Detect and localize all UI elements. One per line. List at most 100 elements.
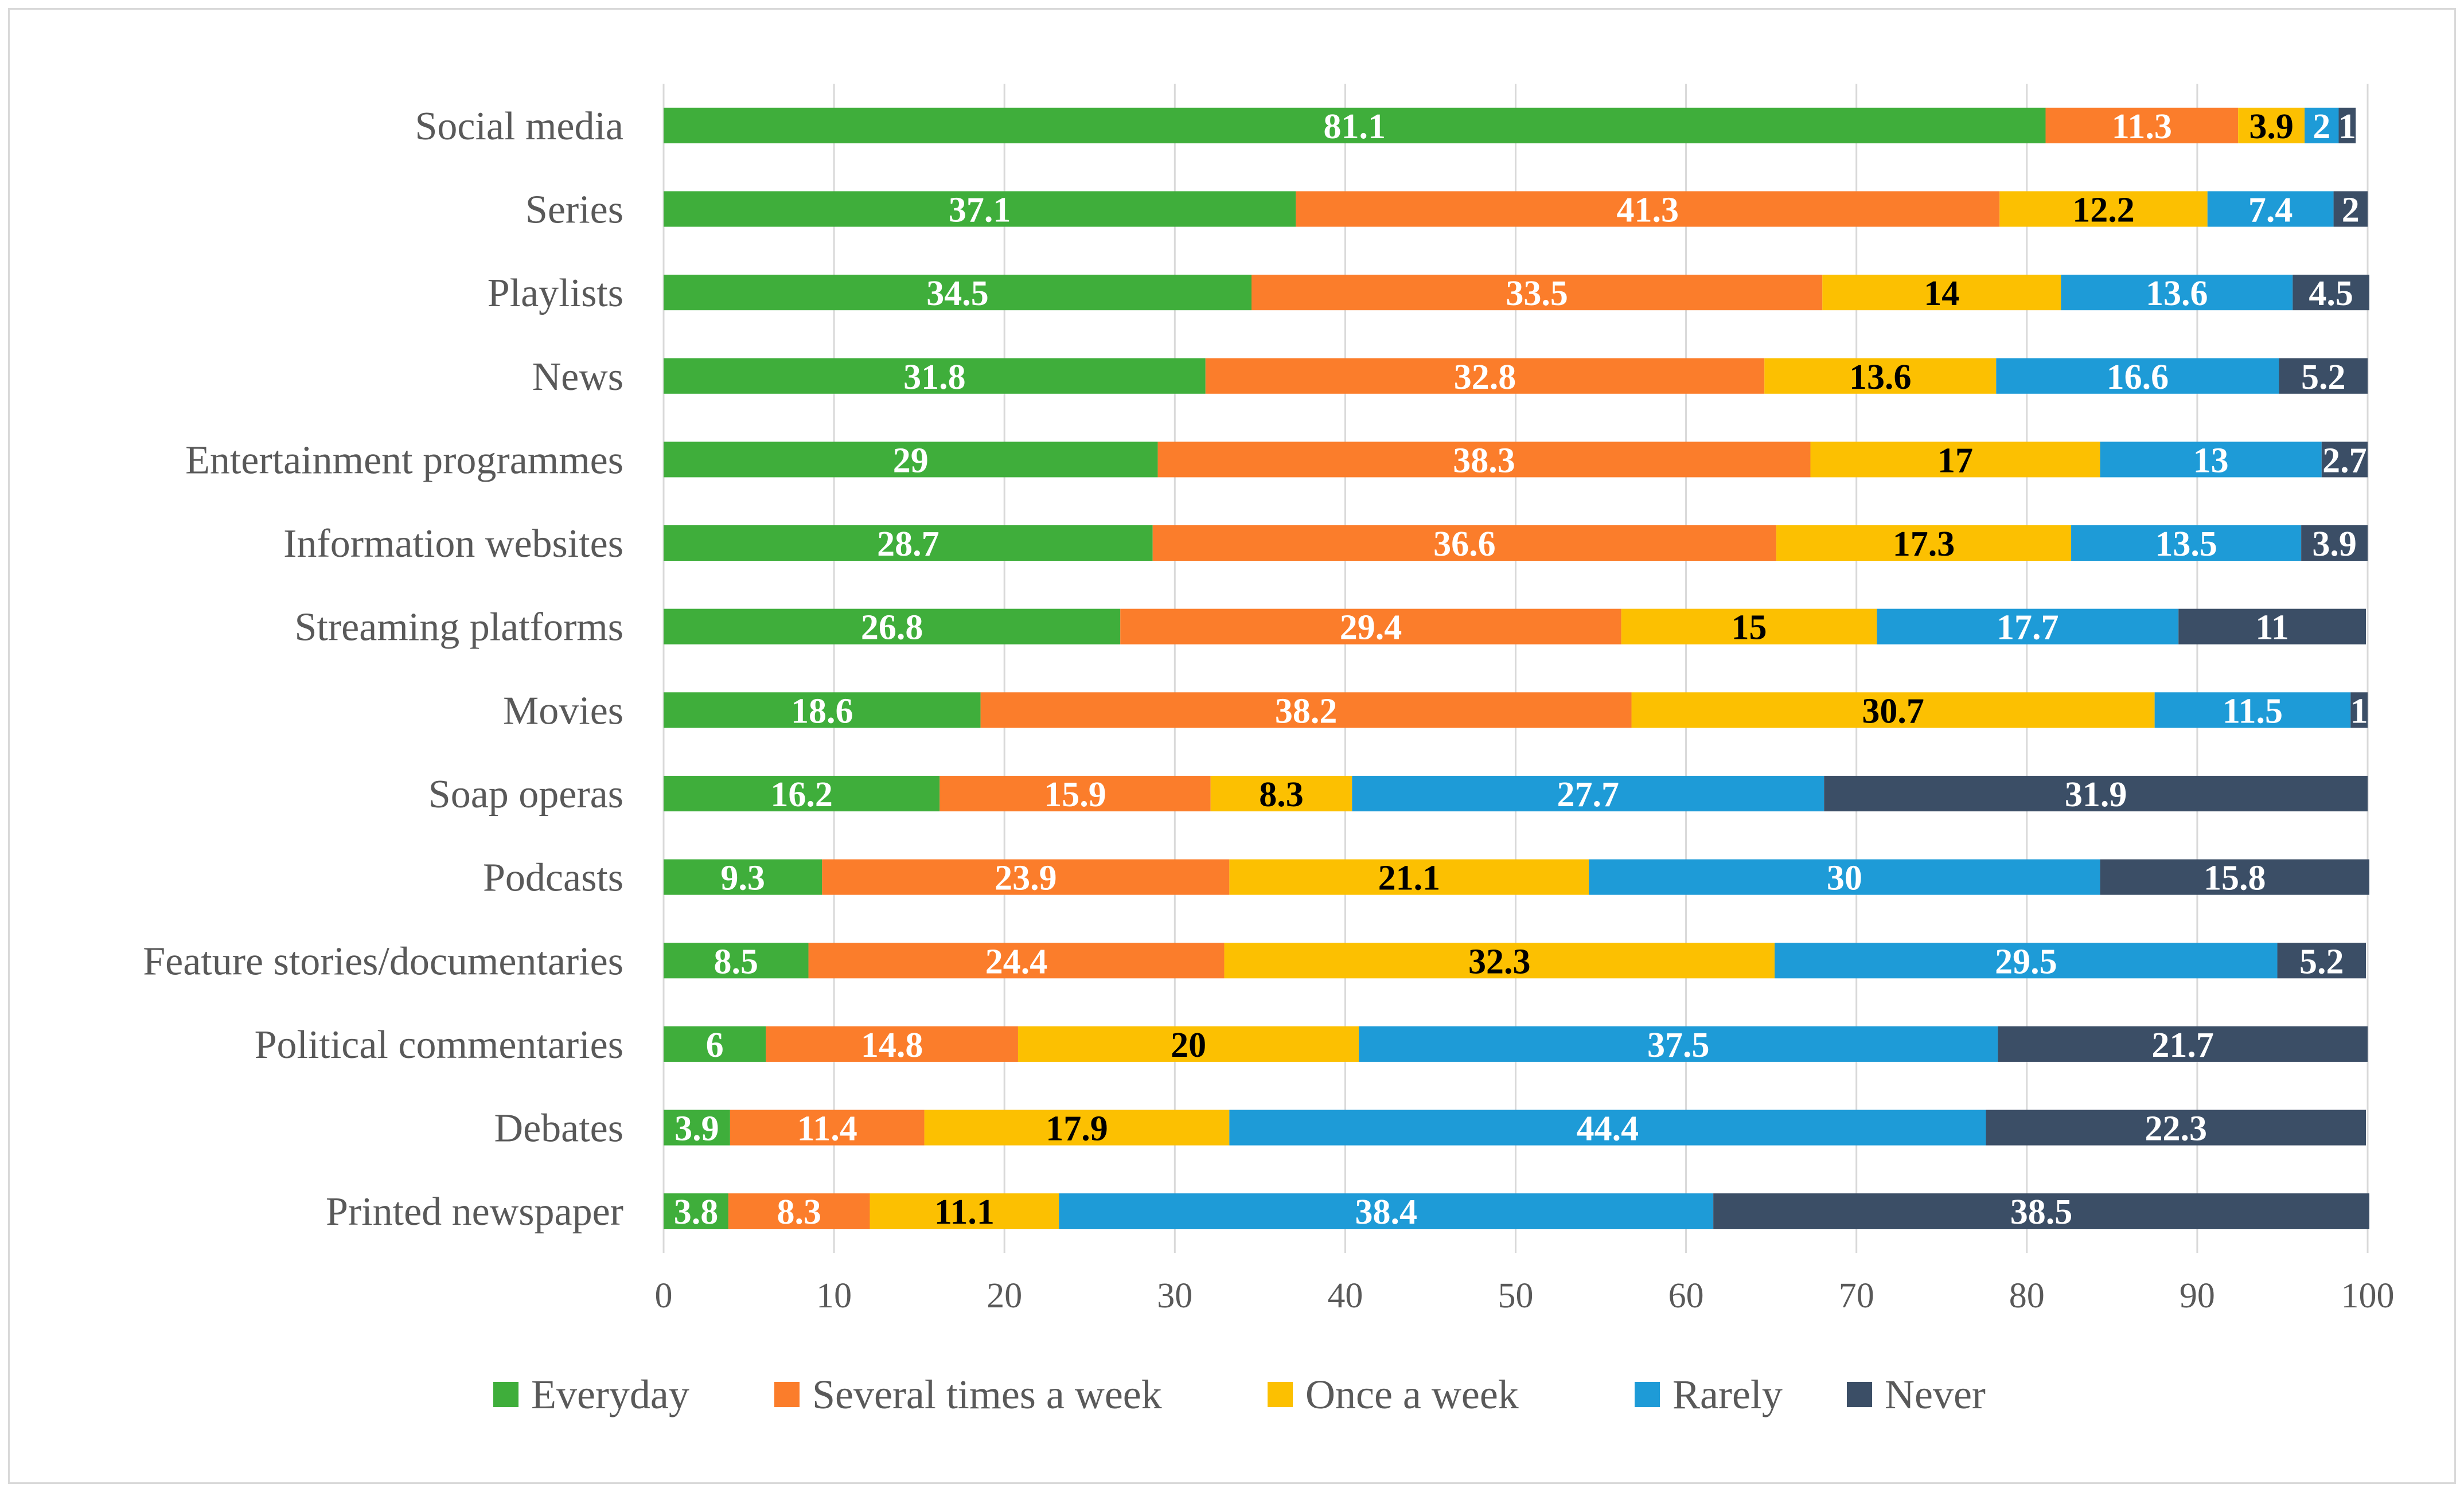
category-label-playlists: Playlists	[488, 271, 623, 315]
value-label-playlists-rarely: 13.6	[2146, 274, 2208, 313]
bar-feature-stories-documentaries-everyday	[664, 943, 809, 979]
x-tick-label-10: 10	[816, 1276, 852, 1315]
bar-streaming-platforms-once-a-week	[1621, 608, 1877, 645]
value-label-news-once-a-week: 13.6	[1849, 358, 1912, 397]
bar-series-several-times-a-week	[1296, 191, 2000, 227]
bar-news-never	[2279, 358, 2368, 394]
value-label-debates-rarely: 44.4	[1577, 1110, 1639, 1149]
value-label-printed-newspaper-never: 38.5	[2010, 1193, 2073, 1232]
category-label-series: Series	[525, 188, 623, 232]
value-label-entertainment-programmes-once-a-week: 17	[1937, 441, 1973, 480]
value-label-social-media-several-times-a-week: 11.3	[2112, 107, 2172, 146]
bar-soap-operas-several-times-a-week	[939, 775, 1211, 811]
value-label-movies-never: 1	[2350, 692, 2368, 731]
bar-soap-operas-once-a-week	[1210, 775, 1352, 811]
bar-series-never	[2333, 191, 2368, 227]
bar-news-several-times-a-week	[1205, 358, 1765, 394]
value-label-streaming-platforms-once-a-week: 15	[1732, 608, 1767, 647]
bar-printed-newspaper-everyday	[664, 1193, 728, 1229]
bar-news-everyday	[664, 358, 1206, 394]
bar-news-rarely	[1996, 358, 2279, 394]
value-label-streaming-platforms-never: 11	[2255, 608, 2289, 647]
legend-label-rarely: Rarely	[1672, 1372, 1783, 1417]
bar-social-media-never	[2338, 107, 2356, 143]
category-label-movies: Movies	[503, 689, 623, 733]
value-label-news-several-times-a-week: 32.8	[1454, 358, 1516, 397]
value-label-playlists-several-times-a-week: 33.5	[1506, 274, 1568, 313]
bar-series-once-a-week	[1999, 191, 2208, 227]
legend-swatch-rarely	[1635, 1382, 1660, 1407]
value-label-news-never: 5.2	[2301, 358, 2346, 397]
category-labels-group: Social media Series Playlists News Entertain…	[143, 104, 623, 1234]
bar-entertainment-programmes-several-times-a-week	[1157, 442, 1811, 478]
bar-playlists-once-a-week	[1822, 275, 2061, 311]
value-label-playlists-never: 4.5	[2309, 274, 2353, 313]
value-label-social-media-everyday: 81.1	[1323, 107, 1386, 146]
value-label-printed-newspaper-several-times-a-week: 8.3	[777, 1193, 821, 1232]
value-label-podcasts-several-times-a-week: 23.9	[995, 859, 1057, 898]
value-label-series-rarely: 7.4	[2248, 190, 2293, 229]
value-label-soap-operas-everyday: 16.2	[770, 775, 833, 814]
chart-frame	[8, 8, 2456, 1484]
bar-information-websites-once-a-week	[1776, 525, 2072, 561]
legend: Everyday Several times a week Once a week R…	[493, 1372, 1986, 1417]
bar-printed-newspaper-several-times-a-week	[728, 1193, 870, 1229]
bar-entertainment-programmes-never	[2321, 442, 2368, 478]
value-label-streaming-platforms-several-times-a-week: 29.4	[1340, 608, 1402, 647]
bar-streaming-platforms-everyday	[664, 608, 1121, 645]
value-label-podcasts-everyday: 9.3	[720, 859, 765, 898]
value-label-feature-stories-documentaries-once-a-week: 32.3	[1468, 942, 1531, 981]
bar-information-websites-never	[2301, 525, 2368, 561]
bar-entertainment-programmes-rarely	[2100, 442, 2322, 478]
value-label-feature-stories-documentaries-several-times-a-week: 24.4	[985, 942, 1048, 981]
bar-movies-everyday	[664, 692, 981, 728]
value-label-movies-everyday: 18.6	[791, 692, 853, 731]
bar-movies-once-a-week	[1631, 692, 2155, 728]
value-label-information-websites-everyday: 28.7	[877, 525, 939, 564]
value-labels-group: 81.1 11.3 3.9 2 137.1 41.3 12.2 7.4 234.5 33.5 14 1…	[674, 107, 2368, 1232]
bar-podcasts-everyday	[664, 859, 822, 895]
bar-social-media-rarely	[2305, 107, 2339, 143]
value-label-entertainment-programmes-rarely: 13	[2193, 441, 2229, 480]
value-label-political-commentaries-rarely: 37.5	[1647, 1026, 1710, 1065]
bar-movies-several-times-a-week	[980, 692, 1632, 728]
category-label-podcasts: Podcasts	[483, 856, 623, 900]
category-label-social-media: Social media	[415, 104, 623, 149]
legend-swatch-everyday	[493, 1382, 518, 1407]
bar-political-commentaries-never	[1998, 1026, 2368, 1062]
value-label-series-never: 2	[2342, 190, 2360, 229]
value-label-playlists-everyday: 34.5	[926, 274, 989, 313]
value-label-soap-operas-rarely: 27.7	[1557, 775, 1620, 814]
bar-podcasts-never	[2100, 859, 2369, 895]
value-label-information-websites-several-times-a-week: 36.6	[1433, 525, 1496, 564]
value-label-podcasts-never: 15.8	[2204, 859, 2266, 898]
legend-label-several-times-a-week: Several times a week	[812, 1372, 1162, 1417]
bar-playlists-rarely	[2061, 275, 2293, 311]
bar-information-websites-everyday	[664, 525, 1153, 561]
value-label-soap-operas-once-a-week: 8.3	[1259, 775, 1304, 814]
value-label-political-commentaries-once-a-week: 20	[1171, 1026, 1206, 1065]
value-label-debates-several-times-a-week: 11.4	[797, 1110, 857, 1149]
legend-swatch-several-times-a-week	[774, 1382, 800, 1407]
value-label-information-websites-never: 3.9	[2312, 525, 2357, 564]
bar-streaming-platforms-never	[2178, 608, 2366, 645]
bar-streaming-platforms-rarely	[1877, 608, 2179, 645]
value-label-political-commentaries-everyday: 6	[706, 1026, 724, 1065]
value-label-social-media-rarely: 2	[2313, 107, 2330, 146]
x-tick-label-0: 0	[655, 1276, 673, 1315]
bar-feature-stories-documentaries-rarely	[1775, 943, 2278, 979]
x-tick-label-60: 60	[1668, 1276, 1704, 1315]
category-label-political-commentaries: Political commentaries	[255, 1023, 623, 1067]
bar-political-commentaries-everyday	[664, 1026, 766, 1062]
bar-political-commentaries-rarely	[1359, 1026, 1998, 1062]
category-label-soap-operas: Soap operas	[428, 772, 623, 817]
bar-playlists-never	[2293, 275, 2369, 311]
bar-podcasts-once-a-week	[1229, 859, 1589, 895]
value-label-soap-operas-several-times-a-week: 15.9	[1044, 775, 1106, 814]
legend-swatch-once-a-week	[1268, 1382, 1293, 1407]
x-axis-ticks-group: 0 10 20 30 40 50 60 70 80 90 100	[655, 1276, 2395, 1315]
value-label-movies-several-times-a-week: 38.2	[1275, 692, 1338, 731]
value-label-news-everyday: 31.8	[903, 358, 966, 397]
legend-label-everyday: Everyday	[531, 1372, 689, 1417]
bar-soap-operas-rarely	[1352, 775, 1824, 811]
